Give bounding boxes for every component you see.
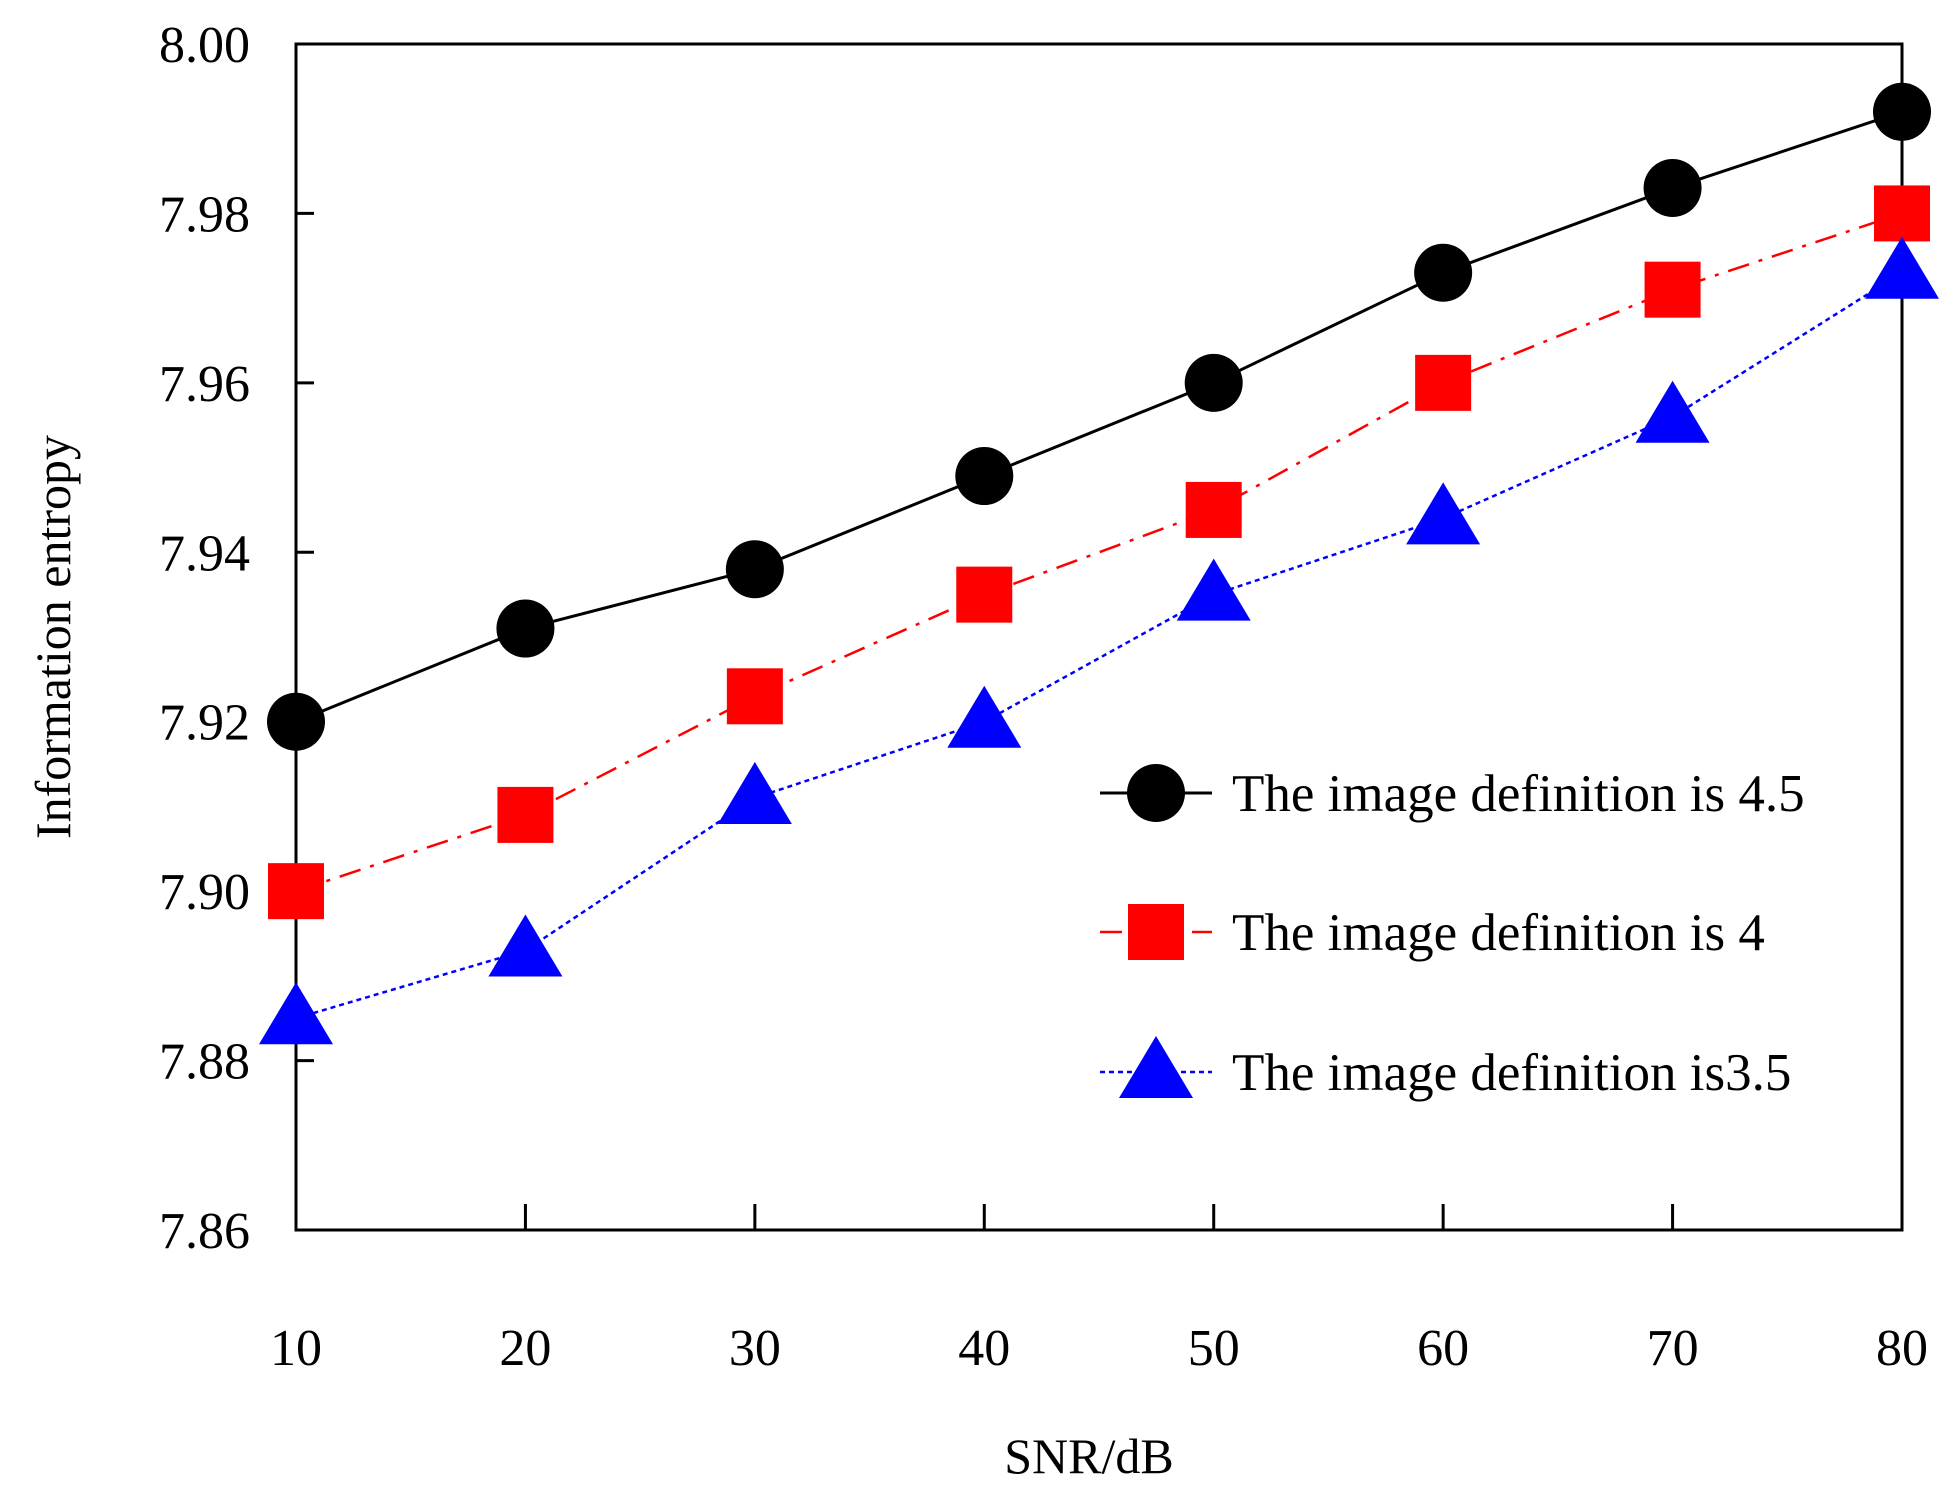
legend-marker-2 bbox=[1128, 904, 1184, 960]
series-3-point bbox=[1406, 482, 1481, 545]
series-1-point bbox=[1414, 243, 1473, 302]
series-1-point bbox=[267, 692, 325, 751]
series-1 bbox=[267, 82, 1931, 751]
x-tick-label: 10 bbox=[270, 1320, 322, 1377]
x-axis-ticks: 10 20 30 40 50 60 70 80 bbox=[270, 1204, 1928, 1377]
y-tick-label: 7.94 bbox=[159, 525, 250, 582]
y-axis-label: Information entropy bbox=[25, 435, 81, 839]
x-tick-label: 80 bbox=[1876, 1320, 1928, 1377]
series-2 bbox=[268, 185, 1930, 920]
series-2-point bbox=[1415, 354, 1472, 411]
series-layer bbox=[259, 82, 1939, 1045]
series-3-point bbox=[947, 685, 1022, 748]
y-tick-label: 7.96 bbox=[159, 356, 250, 413]
series-1-point bbox=[496, 599, 555, 658]
legend-label-3: The image definition is3.5 bbox=[1232, 1044, 1791, 1102]
series-2-point bbox=[1874, 185, 1930, 242]
series-1-point bbox=[725, 540, 784, 599]
series-2-line bbox=[295, 212, 1903, 893]
series-3-line bbox=[295, 271, 1903, 1020]
series-3-point bbox=[1635, 380, 1710, 443]
series-2-point bbox=[956, 566, 1013, 623]
x-tick-label: 40 bbox=[958, 1320, 1010, 1377]
x-axis-label: SNR/dB bbox=[1004, 1428, 1174, 1484]
legend-marker-1 bbox=[1127, 764, 1185, 822]
series-1-point bbox=[1873, 82, 1931, 141]
y-tick-label: 7.98 bbox=[159, 186, 250, 243]
y-tick-label: 7.86 bbox=[159, 1203, 250, 1260]
y-axis-ticks: 7.86 7.88 7.90 7.92 7.94 7.96 7.98 8.00 bbox=[159, 17, 314, 1260]
y-tick-label: 7.90 bbox=[159, 864, 250, 921]
y-tick-label: 8.00 bbox=[159, 17, 250, 74]
series-3 bbox=[259, 236, 1939, 1045]
x-tick-label: 60 bbox=[1417, 1320, 1469, 1377]
series-2-point bbox=[497, 786, 554, 843]
legend-label-2: The image definition is 4 bbox=[1232, 904, 1765, 962]
series-1-point bbox=[1184, 353, 1243, 412]
series-2-point bbox=[1185, 481, 1242, 538]
plot-frame bbox=[294, 42, 1904, 1232]
series-2-point bbox=[1644, 261, 1701, 318]
series-1-line bbox=[295, 110, 1903, 724]
series-2-point bbox=[268, 863, 324, 920]
series-3-point bbox=[259, 982, 333, 1045]
series-3-point bbox=[1865, 236, 1939, 299]
series-1-point bbox=[1643, 159, 1702, 218]
series-1-point bbox=[955, 447, 1014, 506]
legend-marker-3 bbox=[1119, 1036, 1193, 1098]
x-tick-label: 20 bbox=[499, 1320, 551, 1377]
y-tick-label: 7.92 bbox=[159, 695, 250, 752]
legend-label-1: The image definition is 4.5 bbox=[1232, 765, 1805, 823]
legend: The image definition is 4.5 The image def… bbox=[1100, 764, 1805, 1102]
y-tick-label: 7.88 bbox=[159, 1034, 250, 1091]
x-tick-label: 50 bbox=[1188, 1320, 1240, 1377]
x-tick-label: 30 bbox=[729, 1320, 781, 1377]
series-2-point bbox=[726, 668, 783, 725]
x-tick-label: 70 bbox=[1647, 1320, 1699, 1377]
series-3-point bbox=[488, 914, 563, 977]
series-3-point bbox=[1176, 558, 1251, 621]
series-3-point bbox=[717, 761, 792, 824]
